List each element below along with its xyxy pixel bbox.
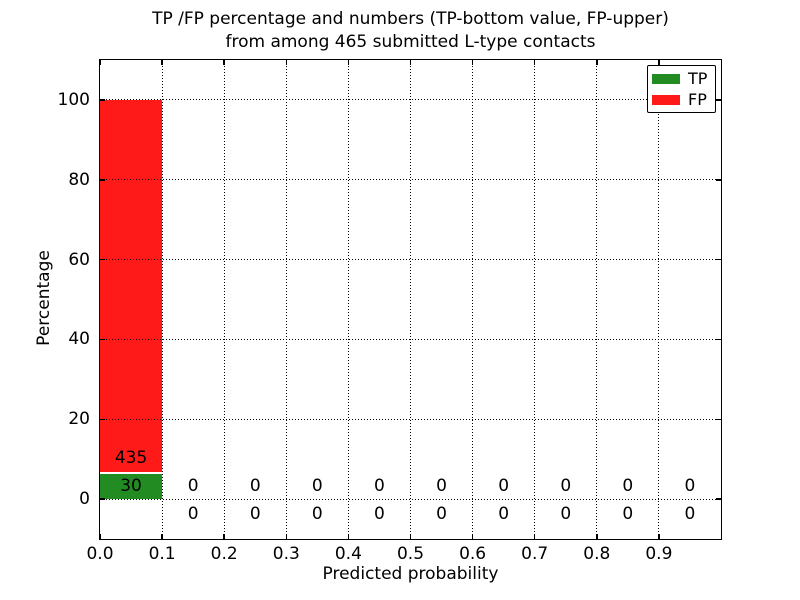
chart-title: TP /FP percentage and numbers (TP-bottom… xyxy=(100,8,721,54)
tick-x-bottom xyxy=(99,534,101,539)
tick-y-left xyxy=(100,258,105,261)
tick-y-right xyxy=(716,338,721,341)
gridline-x-0.1 xyxy=(161,60,163,539)
tick-y-left xyxy=(100,418,105,420)
bar-value-label: 0 xyxy=(622,475,634,496)
tick-x-top xyxy=(658,60,660,65)
tick-x-top xyxy=(533,60,536,65)
tick-x-bottom xyxy=(347,534,350,539)
bar-value-label: 0 xyxy=(436,475,447,496)
tick-y-left xyxy=(100,338,105,341)
legend: TP FP xyxy=(647,65,716,113)
y-tick-label-20: 20 xyxy=(68,409,90,430)
bar-segment-divider xyxy=(100,472,163,475)
bar-value-label: 0 xyxy=(374,475,385,496)
tick-x-top xyxy=(471,60,474,65)
tick-x-bottom xyxy=(409,534,412,539)
tick-x-bottom xyxy=(658,534,660,539)
bar-value-label: 0 xyxy=(498,475,510,496)
bar-value-label: 0 xyxy=(684,475,696,496)
gridline-x-0.9 xyxy=(658,60,660,539)
bar-value-label: 0 xyxy=(498,503,510,524)
tick-x-top xyxy=(223,60,225,65)
bar-tp-bin0 xyxy=(100,473,163,500)
x-tick-label-0.9: 0.9 xyxy=(645,544,673,564)
tick-y-left xyxy=(100,99,105,101)
tick-x-top xyxy=(161,60,163,65)
y-tick-label-80: 80 xyxy=(68,169,90,190)
legend-item-fp: FP xyxy=(652,91,715,108)
tick-x-bottom xyxy=(285,534,288,539)
bar-value-label: 0 xyxy=(436,503,447,524)
tick-x-top xyxy=(347,60,350,65)
grid-layer xyxy=(100,60,721,539)
x-tick-label-0.2: 0.2 xyxy=(210,544,238,564)
x-tick-label-0.8: 0.8 xyxy=(583,544,611,564)
bar-fp-bin0 xyxy=(100,99,163,474)
bar-value-label: 0 xyxy=(249,475,261,496)
tick-x-top xyxy=(99,60,101,65)
gridline-x-0.2 xyxy=(223,60,225,539)
y-tick-label-40: 40 xyxy=(68,329,90,350)
chart-title-line-2: from among 465 submitted L-type contacts xyxy=(225,32,596,52)
gridline-x-0.6 xyxy=(472,60,474,539)
bar-value-label: 0 xyxy=(560,475,572,496)
bar-value-label: 30 xyxy=(120,475,142,496)
bar-value-label: 0 xyxy=(187,503,199,524)
legend-swatch-tp-icon xyxy=(652,73,680,84)
bars-layer xyxy=(100,60,721,539)
tick-layer xyxy=(99,60,721,539)
tick-y-left xyxy=(100,179,105,181)
x-tick-label-0.1: 0.1 xyxy=(148,544,176,564)
bar-value-label: 0 xyxy=(187,475,199,496)
value-labels-layer: 435 30 0 0 0 0 0 0 0 0 0 0 0 0 0 0 0 0 0 0 0.0 0.1 0.2 0.3 0.4 0.… xyxy=(58,60,721,564)
x-axis-label: Predicted probability xyxy=(322,564,499,584)
tick-y-right xyxy=(716,179,721,181)
tick-y-right xyxy=(716,498,721,500)
legend-item-tp: TP xyxy=(652,70,715,87)
tick-x-bottom xyxy=(161,534,163,539)
x-tick-label-0.7: 0.7 xyxy=(521,544,549,564)
legend-swatch-fp-icon xyxy=(652,94,680,105)
bar-value-label: 0 xyxy=(560,503,572,524)
tick-x-bottom xyxy=(223,534,225,539)
tick-y-right xyxy=(716,258,721,261)
tick-x-bottom xyxy=(533,534,536,539)
bar-value-label: 0 xyxy=(622,503,634,524)
x-tick-label-0.0: 0.0 xyxy=(86,544,114,564)
legend-label-fp: FP xyxy=(688,90,707,109)
tick-y-left xyxy=(100,498,105,500)
y-tick-label-60: 60 xyxy=(68,249,90,270)
tick-x-top xyxy=(409,60,412,65)
x-tick-label-0.4: 0.4 xyxy=(334,544,362,564)
y-tick-label-100: 100 xyxy=(57,89,90,110)
chart-title-line-1: TP /FP percentage and numbers (TP-bottom… xyxy=(152,9,669,29)
tick-x-bottom xyxy=(471,534,474,539)
plot-area: 435 30 0 0 0 0 0 0 0 0 0 0 0 0 0 0 0 0 0 0 0.0 0.1 0.2 0.3 0.4 0.… xyxy=(58,58,722,564)
bar-value-label: 435 xyxy=(114,448,148,469)
gridline-x-0.4 xyxy=(347,60,349,539)
bar-value-label: 0 xyxy=(311,503,323,524)
tick-x-top xyxy=(596,60,598,65)
gridline-x-0.3 xyxy=(285,60,287,539)
gridline-x-0.7 xyxy=(534,60,536,539)
tick-y-right xyxy=(716,99,721,101)
bar-value-label: 0 xyxy=(311,475,323,496)
legend-label-tp: TP xyxy=(688,69,708,88)
gridline-x-0.5 xyxy=(410,60,411,539)
x-tick-label-0.6: 0.6 xyxy=(459,544,487,564)
y-tick-label-0: 0 xyxy=(79,489,90,510)
gridline-x-0.8 xyxy=(596,60,598,539)
tick-y-right xyxy=(716,418,721,420)
bar-value-label: 0 xyxy=(684,503,696,524)
x-tick-label-0.5: 0.5 xyxy=(396,544,425,564)
tick-x-top xyxy=(285,60,288,65)
x-tick-label-0.3: 0.3 xyxy=(272,544,300,564)
bar-value-label: 0 xyxy=(374,503,385,524)
tick-x-bottom xyxy=(596,534,598,539)
bar-value-label: 0 xyxy=(249,503,261,524)
